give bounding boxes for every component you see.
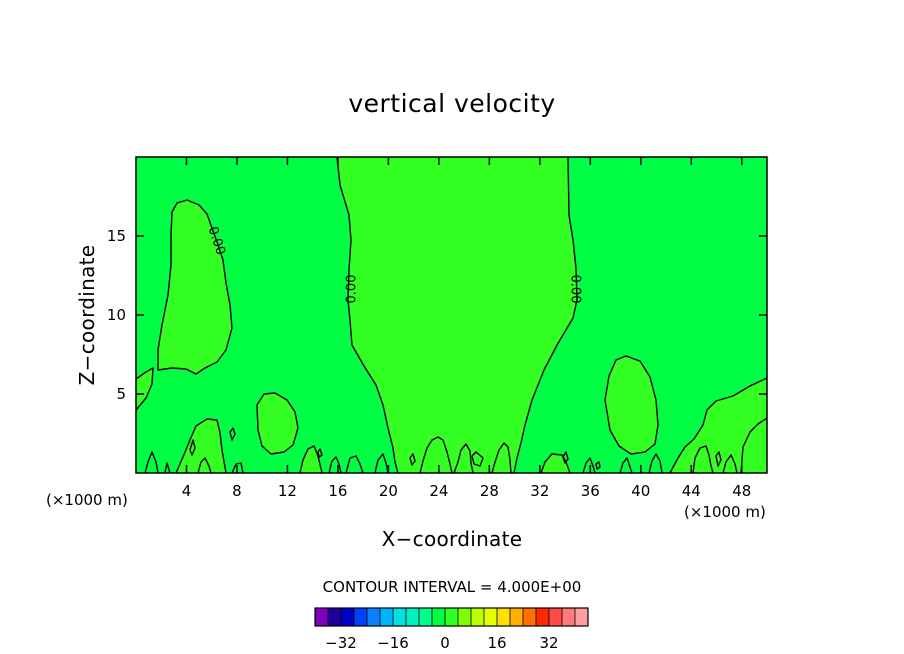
x-tick-label: 20 (379, 482, 398, 500)
y-tick-label: 5 (116, 385, 126, 403)
colorbar-swatch (484, 608, 498, 626)
colorbar-swatch (354, 608, 368, 626)
zero-contour (740, 417, 767, 473)
zero-contour (419, 436, 453, 473)
colorbar-frame (314, 607, 589, 627)
x-tick-label: 28 (480, 482, 499, 500)
x-tick-label: 40 (631, 482, 650, 500)
zero-contour (256, 392, 299, 455)
x-tick-label: 48 (732, 482, 751, 500)
zero-contour (336, 157, 399, 473)
left-lower-cell-region (257, 393, 298, 454)
zero-contour (164, 462, 171, 473)
x-tick-label: 8 (232, 482, 242, 500)
zero-contour (328, 456, 342, 473)
x-tick-label: 44 (682, 482, 701, 500)
zero-contour (722, 454, 738, 473)
colorbar-swatch (575, 608, 589, 626)
colorbar-swatch (432, 608, 446, 626)
contour-value-label: 0.00 (345, 275, 360, 304)
left-upper-cell-region (158, 200, 232, 374)
x-tick-label: 4 (182, 482, 192, 500)
central-updraft-region (337, 157, 577, 473)
contour-value-label: 0.00 (568, 275, 583, 304)
right-cell-region (605, 356, 658, 454)
y-tick-label: 10 (107, 306, 126, 324)
y-tick-label: 15 (107, 227, 126, 245)
colorbar-swatch (510, 608, 524, 626)
zero-contour (715, 451, 722, 467)
colorbar-swatch (315, 608, 329, 626)
x-tick-label: 36 (581, 482, 600, 500)
colorbar-swatch (458, 608, 472, 626)
colorbar-swatch (341, 608, 355, 626)
colorbar (314, 607, 589, 627)
colorbar-swatch (328, 608, 342, 626)
zero-contour (648, 453, 663, 473)
zero-contour (157, 199, 233, 375)
colorbar-tick-label: −32 (325, 634, 357, 652)
y-axis-label: Z−coordinate (75, 245, 99, 386)
colorbar-swatch (393, 608, 407, 626)
zero-contour (619, 457, 633, 473)
left-edge-cell-region (136, 368, 153, 410)
zero-contour (197, 457, 212, 473)
colorbar-tick-label: 0 (440, 634, 450, 652)
colorbar-swatch (380, 608, 394, 626)
zero-contour (562, 451, 569, 464)
zero-contour (317, 448, 323, 458)
zero-contour (669, 377, 767, 473)
colorbar-labels: −32 −16 0 16 32 (325, 634, 558, 652)
colorbar-swatch (445, 608, 459, 626)
zero-contour (491, 442, 512, 473)
colorbar-swatch (497, 608, 511, 626)
zero-contour (175, 418, 227, 473)
colorbar-tick-label: −16 (377, 634, 409, 652)
colorbar-swatch (406, 608, 420, 626)
colorbar-swatch (562, 608, 576, 626)
contour-interval-text: CONTOUR INTERVAL = 4.000E+00 (323, 578, 582, 596)
x-unit-label-right: (×1000 m) (684, 503, 766, 521)
zero-contour (136, 367, 154, 411)
zero-contour (453, 443, 474, 473)
colorbar-tick-label: 32 (539, 634, 558, 652)
colorbar-tick-label: 16 (487, 634, 506, 652)
zero-contour (229, 427, 236, 441)
zero-contour (374, 453, 389, 473)
contour-lines (136, 157, 767, 473)
zero-contour (513, 157, 578, 473)
colorbar-swatch (471, 608, 485, 626)
zero-contour (582, 457, 596, 473)
zero-contour (189, 439, 196, 456)
x-unit-label-left: (×1000 m) (46, 491, 128, 509)
x-tick-label: 32 (530, 482, 549, 500)
colorbar-swatch (523, 608, 537, 626)
colorbar-swatch (549, 608, 563, 626)
zero-contour (604, 355, 659, 455)
zero-contour (345, 455, 364, 473)
colorbar-swatch (536, 608, 550, 626)
y-axis-ticks: 5 10 15 (107, 227, 767, 403)
colorbar-swatch (367, 608, 381, 626)
colorbar-swatch (419, 608, 433, 626)
zero-contour (595, 461, 601, 470)
positive-velocity-regions (136, 157, 767, 473)
zero-contour (299, 445, 323, 473)
zero-contour (540, 453, 571, 473)
zero-contour (144, 451, 159, 473)
chart-title: vertical velocity (348, 89, 555, 118)
zero-contour (471, 451, 484, 467)
x-tick-label: 12 (278, 482, 297, 500)
x-axis-label: X−coordinate (382, 527, 523, 551)
zero-contour (409, 453, 416, 466)
plot-area: 0.00 0.00 0.00 4 8 12 16 20 24 28 32 36 40 44 48 51… (107, 156, 768, 500)
x-tick-label: 24 (429, 482, 448, 500)
x-tick-label: 16 (328, 482, 347, 500)
x-axis-ticks: 4 8 12 16 20 24 28 32 36 40 44 48 (182, 157, 751, 500)
zero-contour (692, 445, 714, 473)
bottom-cell-region (176, 419, 226, 473)
zero-contour (231, 462, 244, 473)
